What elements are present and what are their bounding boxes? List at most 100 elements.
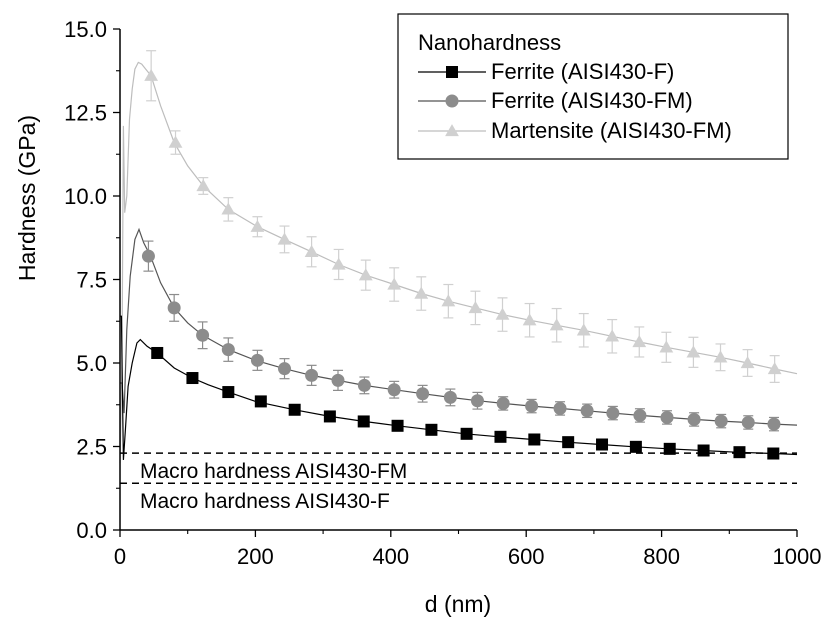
y-tick-label: 7.5 (76, 268, 107, 293)
data-point (468, 300, 483, 314)
series-line (120, 227, 798, 426)
data-point (186, 372, 199, 385)
data-point (633, 408, 647, 422)
data-point (660, 410, 674, 424)
y-tick-label: 5.0 (76, 351, 107, 376)
data-point (629, 440, 642, 453)
y-tick-label: 10.0 (64, 184, 107, 209)
data-point (496, 396, 510, 410)
data-point (494, 430, 507, 443)
data-point (168, 135, 183, 148)
data-point (196, 179, 211, 192)
data-point (357, 378, 371, 392)
data-point (562, 436, 575, 449)
x-tick-label: 400 (372, 544, 409, 569)
data-point (659, 340, 674, 353)
data-point (387, 383, 401, 397)
legend-entry-0: Ferrite (AISI430-F) (491, 59, 674, 84)
legend-marker-0 (446, 66, 458, 78)
x-tick-label: 1000 (773, 544, 822, 569)
data-point (151, 346, 164, 359)
legend-marker-2 (445, 124, 459, 137)
data-point (305, 368, 319, 382)
data-point (663, 442, 676, 455)
data-point (221, 343, 235, 357)
axes: 0.0 2.5 5.0 7.5 10.0 12.5 15.0 0 200 400 600 800 100… (64, 17, 821, 569)
data-point (277, 232, 292, 245)
series-line (119, 61, 798, 464)
reference-label-0: Macro hardness AISI430-FM (140, 460, 407, 483)
series-layer (119, 50, 798, 464)
x-tick-label: 600 (508, 544, 545, 569)
data-point (525, 399, 539, 413)
data-point (304, 244, 319, 257)
data-point (553, 401, 567, 415)
data-point (606, 406, 620, 420)
data-point (221, 202, 236, 215)
legend-title: Nanohardness (418, 30, 561, 55)
data-point (196, 328, 210, 342)
data-point (632, 335, 647, 348)
data-point (250, 353, 264, 367)
data-point (605, 329, 620, 342)
data-point (358, 268, 373, 281)
legend: Nanohardness Ferrite (AISI430-F) Ferrite (… (397, 13, 789, 160)
data-point (288, 403, 301, 416)
y-axis-title: Hardness (GPa) (14, 115, 40, 281)
data-point (254, 395, 267, 408)
data-point (596, 438, 609, 451)
data-point (387, 277, 402, 290)
x-tick-label: 0 (114, 544, 126, 569)
data-point (528, 433, 541, 446)
data-point (391, 419, 404, 432)
series-2 (119, 50, 798, 464)
legend-marker-1 (445, 94, 459, 108)
data-point (767, 362, 782, 375)
data-point (278, 362, 292, 376)
data-point (441, 294, 456, 307)
data-point (470, 394, 484, 408)
data-point (686, 345, 701, 358)
data-point (141, 249, 155, 263)
series-0 (120, 315, 798, 460)
data-point (222, 386, 235, 399)
data-point (549, 318, 564, 331)
data-point (250, 219, 265, 232)
data-point (740, 356, 755, 369)
data-point (167, 301, 181, 315)
data-point (767, 417, 781, 431)
data-point (425, 423, 438, 436)
data-point (733, 446, 746, 459)
data-point (522, 313, 537, 326)
data-point (713, 350, 728, 363)
x-tick-label: 800 (643, 544, 680, 569)
data-point (495, 307, 510, 320)
y-tick-label: 15.0 (64, 17, 107, 42)
data-point (443, 390, 457, 404)
data-point (323, 410, 336, 423)
data-point (416, 387, 430, 401)
data-point (576, 323, 591, 336)
data-point (460, 427, 473, 440)
data-point (741, 415, 755, 429)
data-point (357, 415, 370, 428)
x-axis-title: d (nm) (425, 591, 491, 617)
data-point (687, 412, 701, 426)
reference-label-1: Macro hardness AISI430-F (140, 490, 390, 513)
data-point (580, 404, 594, 418)
y-tick-label: 2.5 (76, 435, 107, 460)
legend-box (397, 13, 789, 160)
data-point (697, 444, 710, 457)
x-tick-label: 200 (237, 544, 274, 569)
series-1 (120, 227, 798, 432)
data-point (714, 414, 728, 428)
data-point (414, 286, 429, 299)
data-point (144, 68, 159, 81)
y-tick-label: 12.5 (64, 101, 107, 126)
legend-entry-1: Ferrite (AISI430-FM) (491, 88, 693, 113)
y-tick-label: 0.0 (76, 518, 107, 543)
data-point (331, 373, 345, 387)
data-point (331, 257, 346, 270)
reference-lines: Macro hardness AISI430-FM Macro hardness … (120, 452, 797, 513)
